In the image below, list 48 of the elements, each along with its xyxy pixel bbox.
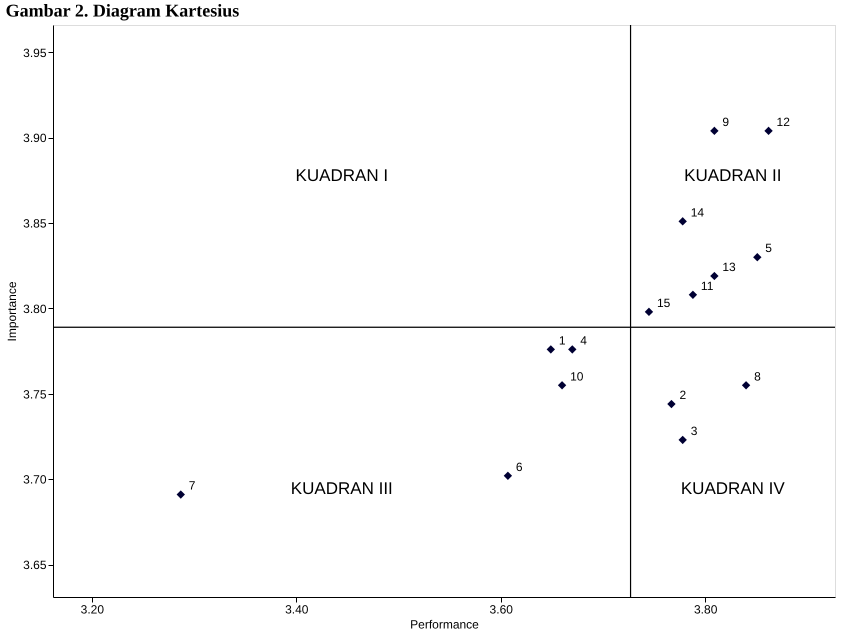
y-tick-label: 3.80 [23,302,47,316]
series-label: 5 [765,241,772,256]
point [568,345,576,354]
annotation: KUADRAN III [290,479,393,498]
series-label: 2 [679,388,686,402]
point [710,126,719,136]
y-tick-label: 3.95 [23,46,47,60]
series-label: 13 [722,260,736,274]
series-label: 7 [188,478,196,493]
point [678,436,687,444]
annotation: KUADRAN I [295,166,388,186]
annotation: KUADRAN IV [680,479,786,498]
point [176,490,185,499]
x-tick-label: 3.20 [80,602,104,616]
x-axis-title: Performance [410,618,480,632]
y-tick-label: 3.70 [23,472,47,487]
point [558,381,566,390]
y-tick-label: 3.75 [23,387,47,402]
x-tick-label: 3.60 [490,602,514,616]
point [742,381,750,390]
point [644,308,654,316]
y-tick-label: 3.65 [23,558,47,572]
point [764,126,773,136]
point [504,472,512,480]
annotation: KUADRAN II [684,166,782,186]
point [753,253,762,262]
series-label: 15 [656,296,671,310]
series-label: 1 [558,333,566,348]
series-label: 8 [754,369,762,384]
y-axis-title: Importance [5,281,20,342]
series-label: 14 [690,205,704,220]
series-label: 12 [776,114,790,129]
x-tick-label: 3.40 [285,602,309,616]
series-label: 9 [722,114,730,129]
point [546,345,556,354]
y-tick-label: 3.85 [23,216,47,231]
series-label: 11 [700,278,714,293]
chart-title: Gambar 2. Diagram Kartesius [6,0,240,20]
series-label: 6 [516,460,523,474]
y-tick-label: 3.90 [23,131,47,146]
series-label: 4 [580,333,588,348]
point [667,400,676,408]
point [688,290,698,299]
series-label: 10 [570,369,584,384]
point [678,217,687,226]
series-label: 3 [690,424,698,438]
point [710,272,719,280]
x-tick-label: 3.80 [694,602,718,616]
